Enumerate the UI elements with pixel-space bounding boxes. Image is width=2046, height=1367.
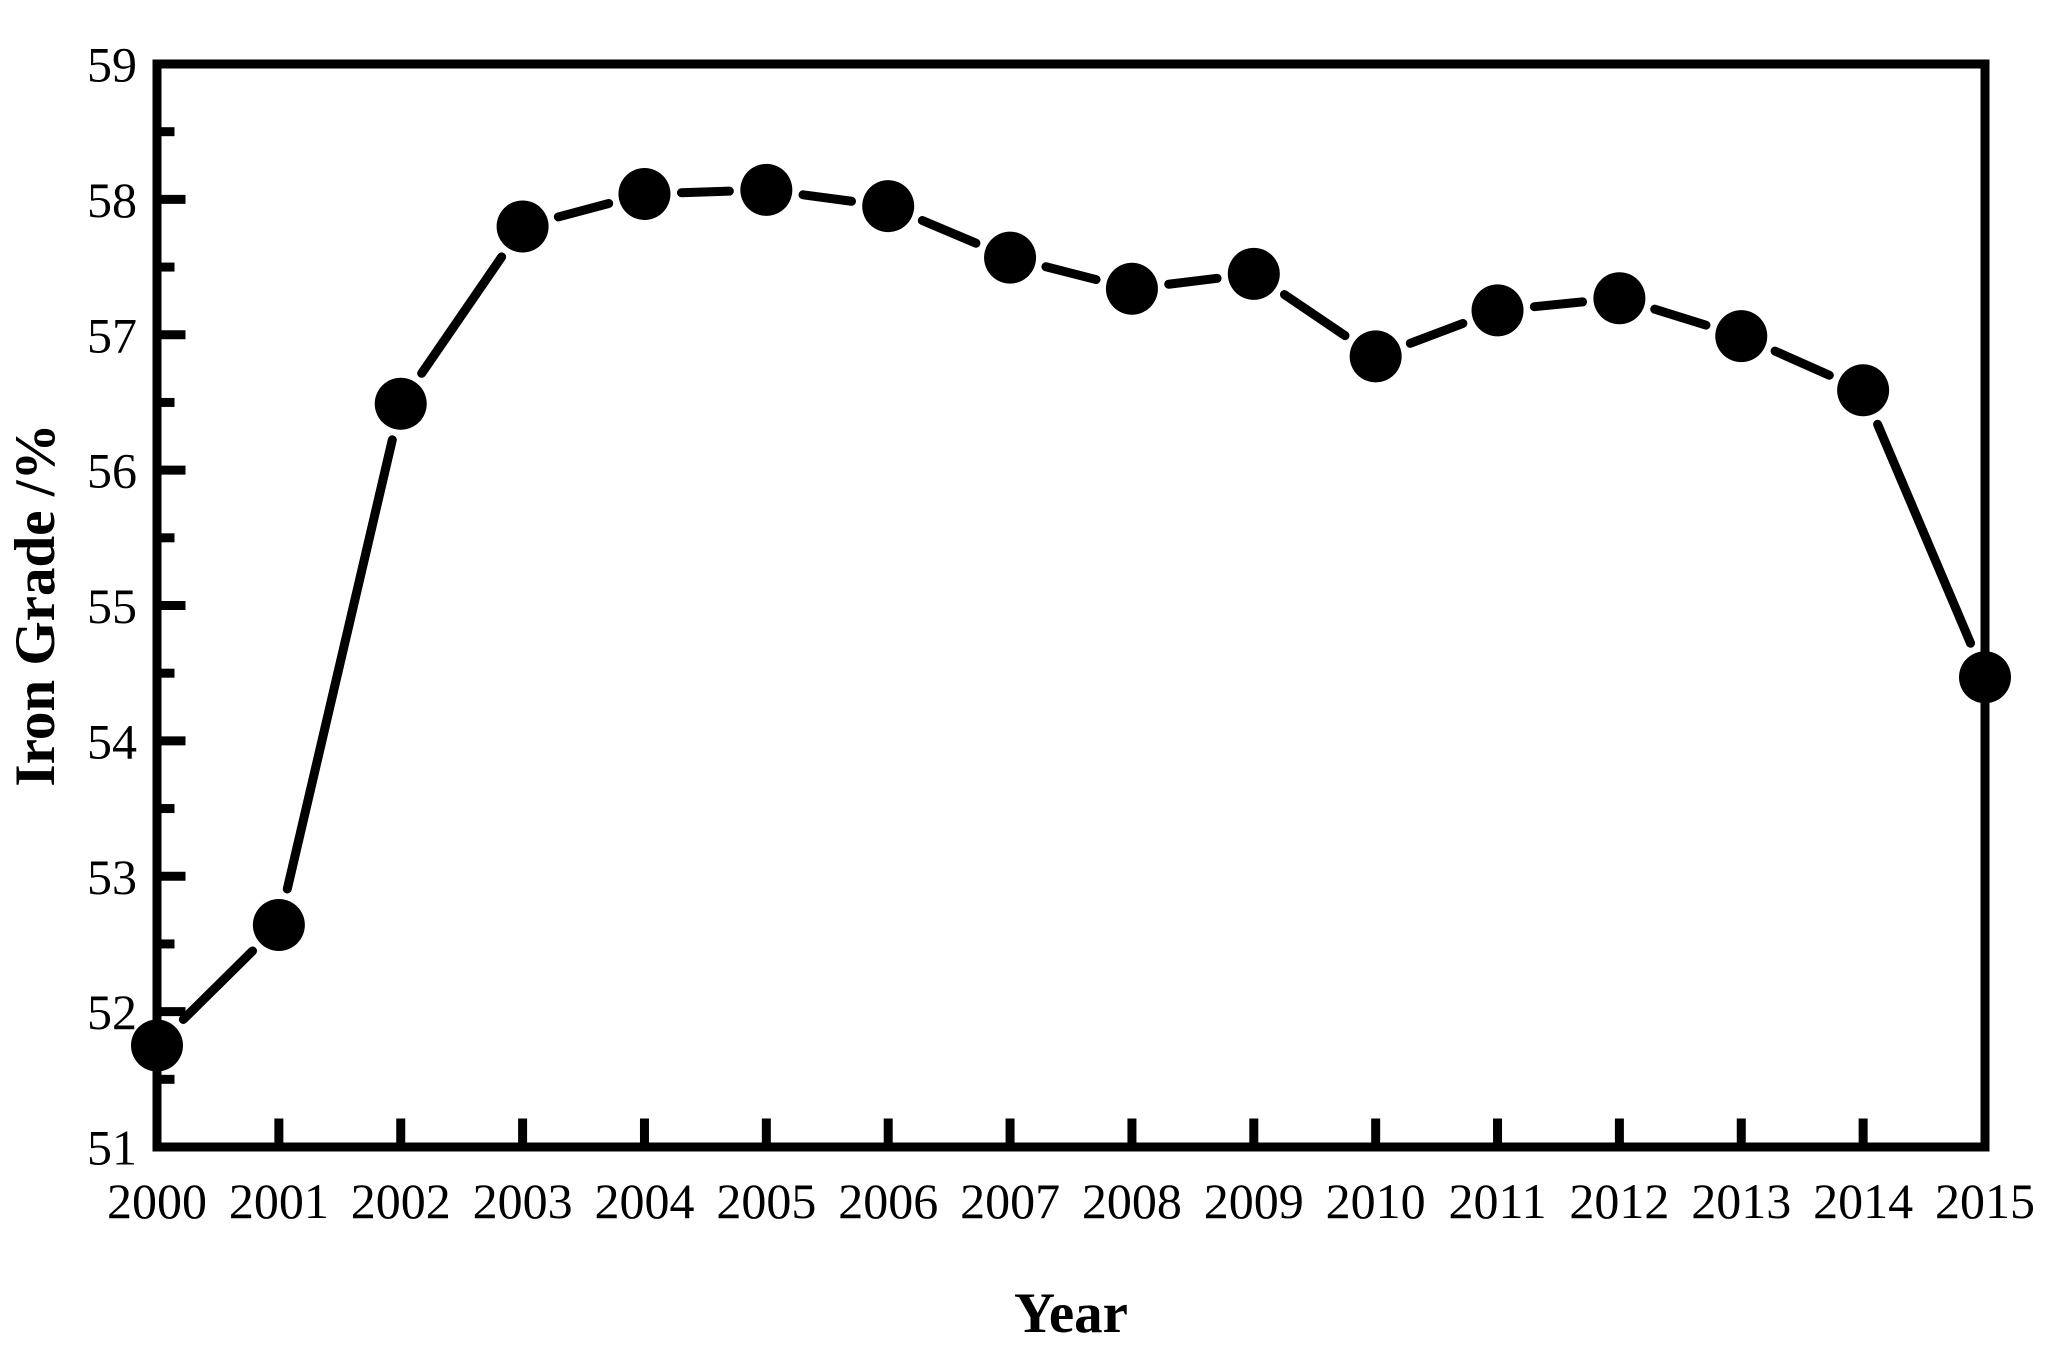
x-tick-label: 2010 — [1326, 1173, 1426, 1229]
data-point-2015 — [1959, 651, 2011, 704]
x-tick-label: 2011 — [1448, 1173, 1546, 1229]
y-tick-label: 55 — [87, 578, 137, 634]
data-point-2009 — [1227, 247, 1280, 300]
data-point-2003 — [496, 200, 549, 253]
x-tick-label: 2013 — [1691, 1173, 1791, 1229]
y-axis-title: Iron Grade /% — [4, 423, 67, 786]
data-point-2004 — [618, 167, 671, 220]
data-point-2006 — [862, 180, 915, 233]
x-tick-label: 2015 — [1935, 1173, 2035, 1229]
plot-frame — [152, 59, 1990, 1152]
data-point-2008 — [1105, 262, 1158, 315]
data-point-2001 — [252, 898, 305, 951]
y-tick-label: 54 — [87, 713, 137, 769]
x-tick-label: 2003 — [473, 1173, 573, 1229]
series-line-segment — [417, 252, 507, 378]
data-point-2014 — [1837, 364, 1890, 417]
series-line-segment — [676, 186, 734, 198]
x-tick-label: 2006 — [838, 1173, 938, 1229]
x-tick-label: 2004 — [594, 1173, 694, 1229]
x-tick-label: 2000 — [107, 1173, 207, 1229]
data-point-2002 — [374, 377, 427, 430]
y-tick-label: 56 — [87, 443, 137, 499]
x-axis-title: Year — [1014, 1282, 1128, 1345]
series-line-segment — [1770, 346, 1834, 380]
data-point-2005 — [740, 163, 793, 216]
x-tick-label: 2008 — [1082, 1173, 1182, 1229]
data-point-2013 — [1715, 310, 1768, 363]
chart-generated-layer: 51 52 53 54 55 56 57 58 59 2000 2001 2002 2003 2004 20… — [87, 37, 2035, 1230]
data-point-2007 — [984, 231, 1037, 284]
series-line-segment — [1650, 304, 1711, 330]
y-tick-label: 59 — [87, 37, 137, 93]
x-tick-label: 2014 — [1813, 1173, 1913, 1229]
x-tick-label: 2012 — [1569, 1173, 1669, 1229]
series-line-segment — [1041, 262, 1101, 285]
y-tick-label: 52 — [87, 984, 137, 1040]
series-line-segment — [553, 198, 614, 222]
series-line-segment — [1405, 318, 1468, 348]
data-point-2011 — [1471, 284, 1524, 337]
y-tick-label: 58 — [87, 172, 137, 228]
series-line-segment — [1873, 419, 1976, 648]
series-line-segment — [178, 946, 258, 1024]
series-line-segment — [282, 435, 397, 894]
x-tick-label: 2002 — [351, 1173, 451, 1229]
series-line-segment — [1279, 290, 1350, 341]
series-line-segment — [798, 190, 857, 206]
x-tick-label: 2001 — [229, 1173, 329, 1229]
y-tick-label: 53 — [87, 849, 137, 905]
y-tick-label: 57 — [87, 307, 137, 363]
series-line-segment — [917, 216, 981, 248]
data-point-2012 — [1593, 272, 1646, 325]
x-tick-label: 2005 — [716, 1173, 816, 1229]
series-line-segment — [1164, 273, 1222, 289]
series-line-segment — [1529, 297, 1588, 312]
x-tick-label: 2009 — [1204, 1173, 1304, 1229]
y-tick-label: 51 — [87, 1120, 137, 1176]
data-point-2010 — [1349, 330, 1402, 383]
x-tick-label: 2007 — [960, 1173, 1060, 1229]
data-point-2000 — [131, 1019, 183, 1072]
